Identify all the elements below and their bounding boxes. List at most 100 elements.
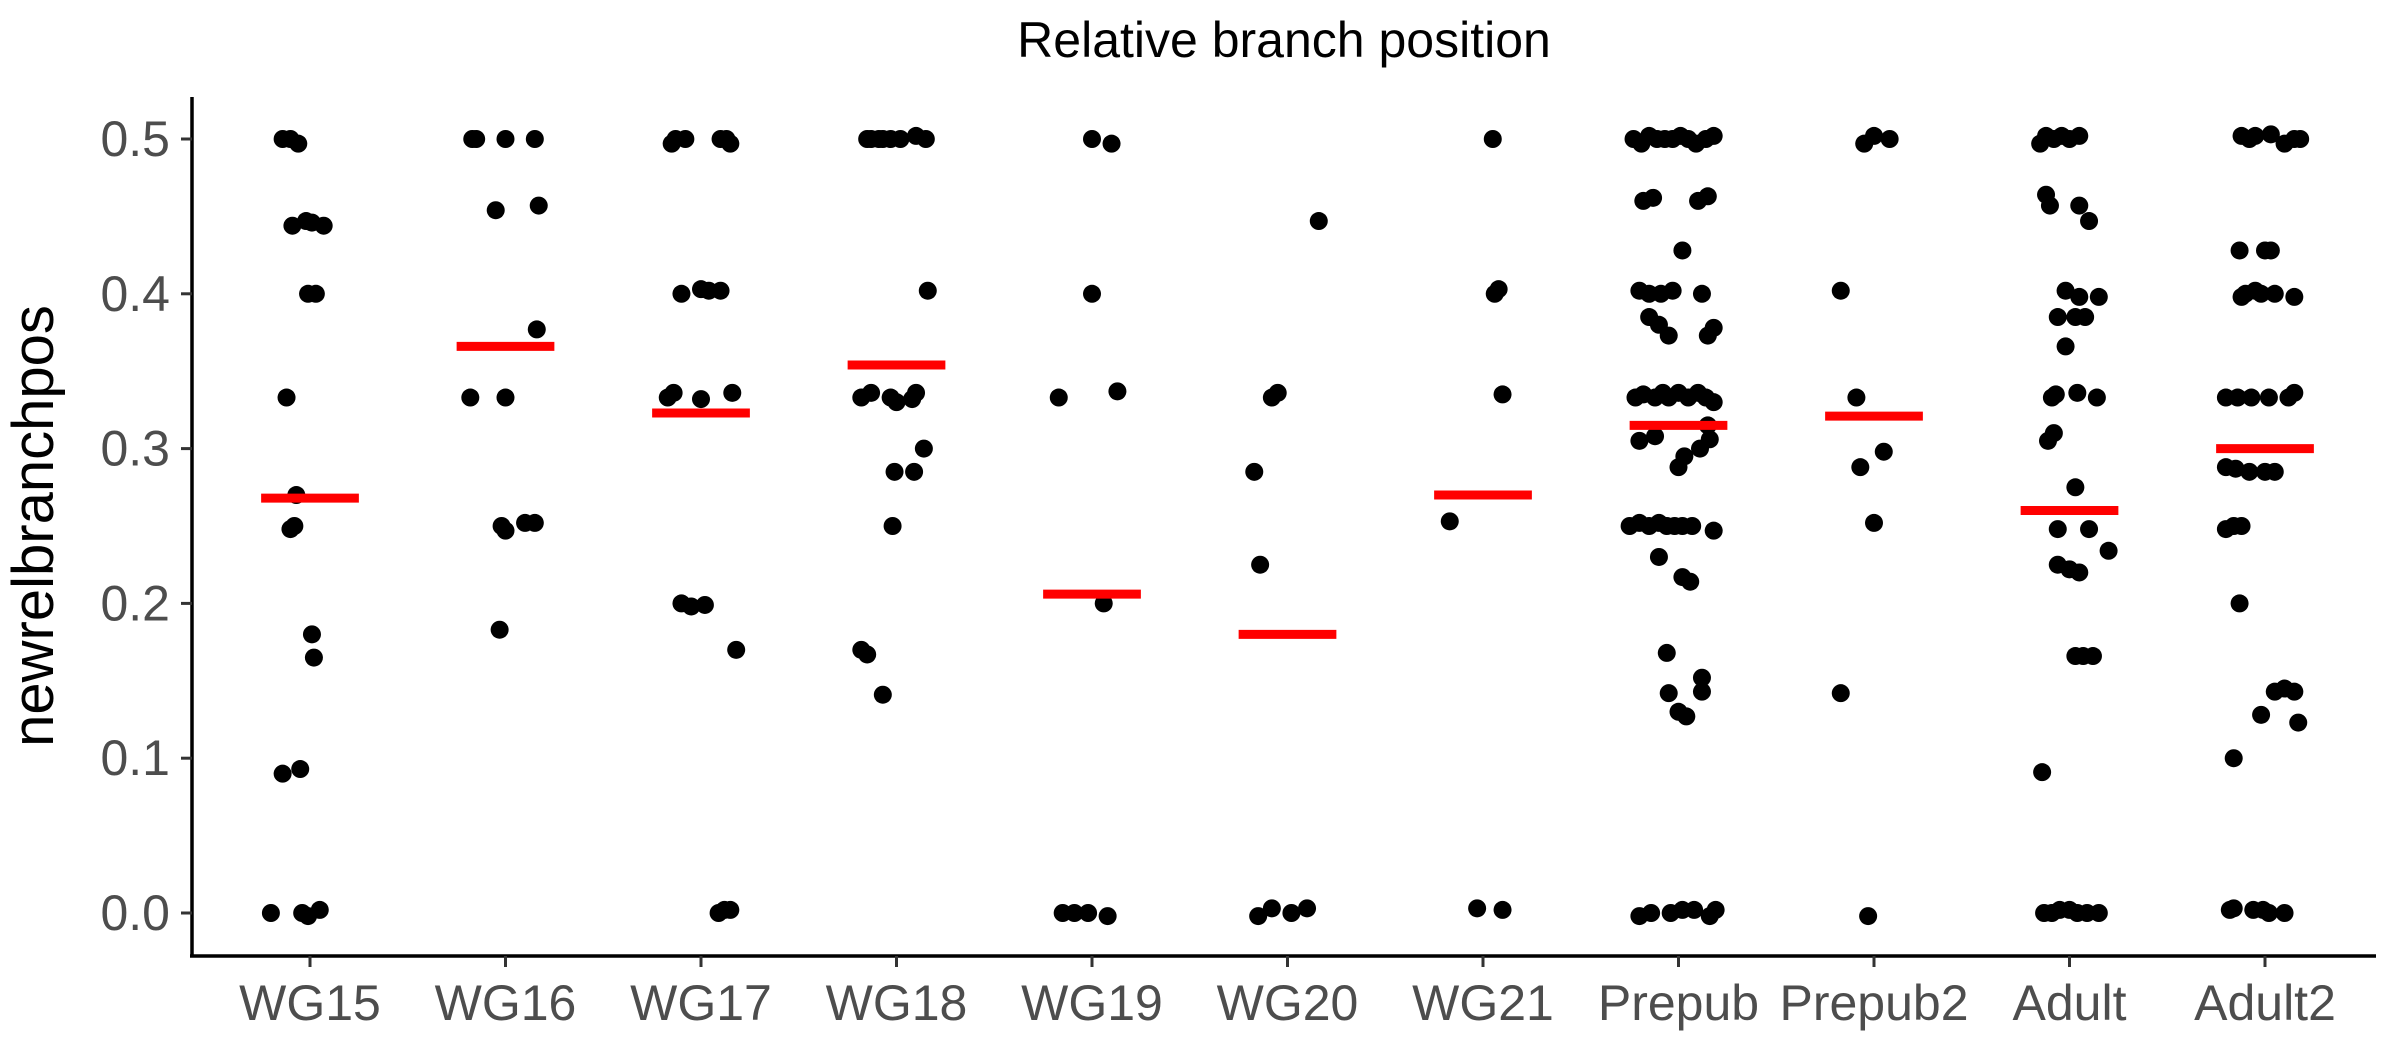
data-point bbox=[1704, 126, 1723, 145]
data-point bbox=[1663, 281, 1682, 300]
data-point bbox=[1493, 900, 1512, 919]
data-point bbox=[525, 513, 544, 532]
data-point bbox=[862, 383, 881, 402]
x-tick-label: Prepub bbox=[1598, 975, 1759, 1031]
data-point bbox=[873, 685, 892, 704]
data-point bbox=[1851, 458, 1870, 477]
data-point bbox=[2291, 130, 2310, 148]
data-point bbox=[1874, 442, 1893, 461]
data-point bbox=[2083, 647, 2102, 666]
data-point bbox=[2232, 517, 2251, 535]
data-point bbox=[1102, 134, 1121, 153]
data-point bbox=[304, 648, 323, 667]
data-point bbox=[1298, 899, 1317, 918]
data-point bbox=[2048, 308, 2067, 327]
data-point bbox=[467, 130, 486, 148]
data-point bbox=[2048, 520, 2067, 539]
data-point bbox=[2080, 520, 2099, 539]
data-point bbox=[2275, 904, 2294, 922]
data-point bbox=[2076, 308, 2095, 327]
data-point bbox=[490, 620, 509, 639]
x-tick-label: WG16 bbox=[435, 975, 577, 1031]
x-tick-label: WG19 bbox=[1021, 975, 1163, 1031]
data-point bbox=[905, 462, 924, 481]
data-point bbox=[907, 383, 926, 402]
data-point bbox=[281, 520, 300, 539]
data-point bbox=[1642, 904, 1661, 922]
data-point bbox=[2228, 388, 2247, 407]
data-point bbox=[529, 196, 548, 215]
data-point bbox=[2087, 388, 2106, 407]
data-point bbox=[496, 130, 515, 148]
data-point bbox=[887, 393, 906, 412]
data-point bbox=[676, 130, 695, 148]
x-tick-label: WG17 bbox=[630, 975, 772, 1031]
y-tick-label: 0.2 bbox=[100, 575, 170, 631]
y-tick-label: 0.0 bbox=[100, 885, 170, 941]
data-point bbox=[277, 388, 296, 407]
data-point bbox=[2265, 462, 2284, 481]
data-point bbox=[858, 645, 877, 664]
data-point bbox=[918, 281, 937, 300]
data-point bbox=[2099, 541, 2118, 560]
data-point bbox=[1692, 668, 1711, 687]
data-point bbox=[261, 904, 280, 922]
data-point bbox=[1659, 326, 1678, 345]
y-tick-label: 0.1 bbox=[100, 730, 170, 786]
data-point bbox=[2259, 388, 2278, 407]
data-point bbox=[1677, 707, 1696, 726]
data-point bbox=[2089, 287, 2108, 306]
data-point bbox=[1245, 462, 1264, 481]
data-point bbox=[273, 764, 292, 783]
data-point bbox=[727, 640, 746, 659]
data-point bbox=[2066, 478, 2085, 497]
data-point bbox=[2230, 241, 2249, 260]
x-tick-label: WG20 bbox=[1217, 975, 1359, 1031]
data-point bbox=[1083, 284, 1101, 303]
data-point bbox=[1692, 682, 1711, 701]
data-point bbox=[2224, 899, 2243, 918]
data-point bbox=[2226, 459, 2245, 478]
data-point bbox=[2046, 385, 2065, 404]
data-point bbox=[2230, 594, 2249, 613]
data-point bbox=[916, 130, 935, 148]
data-point bbox=[310, 900, 329, 919]
data-point bbox=[2068, 383, 2087, 402]
data-point bbox=[1098, 907, 1117, 926]
data-point bbox=[496, 388, 515, 407]
data-point bbox=[1698, 187, 1717, 206]
data-point bbox=[1859, 907, 1878, 926]
x-tick-label: Adult bbox=[2013, 975, 2127, 1031]
y-tick-label: 0.3 bbox=[100, 421, 170, 477]
data-point bbox=[1489, 280, 1508, 299]
data-point bbox=[721, 900, 740, 919]
data-point bbox=[1649, 547, 1668, 566]
data-point bbox=[2259, 904, 2278, 922]
data-point bbox=[2070, 287, 2089, 306]
data-point bbox=[1646, 427, 1665, 446]
data-point bbox=[1065, 904, 1084, 922]
data-point bbox=[2242, 388, 2261, 407]
x-tick-label: Adult2 bbox=[2194, 975, 2336, 1031]
data-point bbox=[1673, 241, 1692, 260]
data-point bbox=[2261, 125, 2280, 144]
data-point bbox=[1440, 512, 1459, 531]
data-point bbox=[1700, 430, 1719, 449]
data-point bbox=[672, 284, 691, 303]
data-point bbox=[1468, 899, 1487, 918]
data-point bbox=[1483, 130, 1502, 148]
data-point bbox=[2240, 462, 2259, 481]
data-point bbox=[1865, 126, 1883, 145]
data-point bbox=[2261, 241, 2280, 260]
y-tick-label: 0.4 bbox=[100, 266, 170, 322]
data-point bbox=[2232, 287, 2251, 306]
data-point bbox=[692, 390, 710, 409]
data-point bbox=[1079, 904, 1098, 922]
chart-title: Relative branch position bbox=[1017, 12, 1551, 68]
data-point bbox=[1706, 900, 1725, 919]
data-point bbox=[1309, 212, 1328, 231]
data-point bbox=[1683, 517, 1702, 535]
data-point bbox=[291, 760, 310, 779]
data-point bbox=[2252, 284, 2271, 303]
data-point bbox=[891, 130, 910, 148]
